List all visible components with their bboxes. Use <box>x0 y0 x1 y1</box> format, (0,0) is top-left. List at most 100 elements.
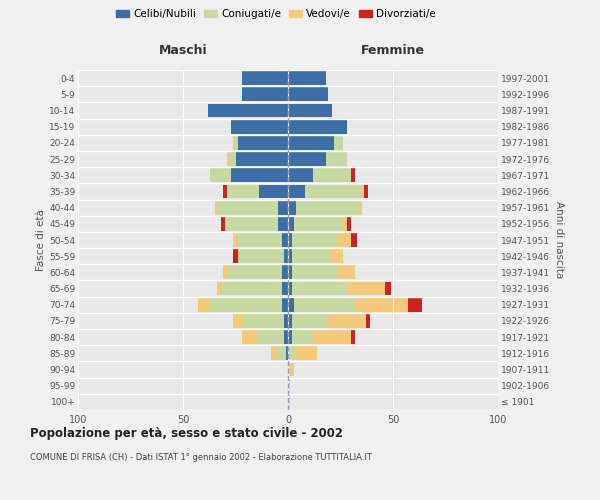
Bar <box>215 200 217 214</box>
Bar <box>288 346 296 360</box>
Bar <box>288 379 290 392</box>
Bar <box>217 282 221 296</box>
Bar <box>217 200 277 214</box>
Bar <box>271 346 277 360</box>
Bar <box>232 120 288 134</box>
Bar <box>221 282 282 296</box>
Legend: Celibi/Nubili, Coniugati/e, Vedovi/e, Divorziati/e: Celibi/Nubili, Coniugati/e, Vedovi/e, Di… <box>112 5 440 24</box>
Bar <box>288 136 334 149</box>
Bar <box>233 314 244 328</box>
Bar <box>313 168 351 182</box>
Bar <box>288 88 328 101</box>
Bar <box>288 330 292 344</box>
Bar <box>242 71 288 85</box>
Bar <box>233 233 238 247</box>
Bar <box>288 250 292 263</box>
Bar <box>288 362 295 376</box>
Bar <box>288 282 292 296</box>
Bar <box>296 346 317 360</box>
Bar <box>210 298 282 312</box>
Bar <box>277 217 288 230</box>
Bar <box>277 200 288 214</box>
Bar <box>408 298 422 312</box>
Bar <box>292 233 338 247</box>
Bar <box>338 266 355 280</box>
Bar <box>313 330 351 344</box>
Bar <box>235 152 288 166</box>
Bar <box>223 266 227 280</box>
Bar <box>223 184 227 198</box>
Bar <box>238 250 240 263</box>
Bar <box>288 217 295 230</box>
Bar <box>257 330 284 344</box>
Bar <box>359 200 362 214</box>
Bar <box>244 314 284 328</box>
Bar <box>227 152 229 166</box>
Bar <box>227 184 259 198</box>
Bar <box>238 233 282 247</box>
Bar <box>292 250 330 263</box>
Bar <box>282 266 288 280</box>
Bar <box>288 233 292 247</box>
Bar <box>361 184 364 198</box>
Bar <box>282 233 288 247</box>
Bar <box>286 346 288 360</box>
Bar <box>292 314 328 328</box>
Bar <box>198 298 210 312</box>
Bar <box>210 168 232 182</box>
Bar <box>341 217 347 230</box>
Bar <box>282 282 288 296</box>
Text: Maschi: Maschi <box>158 44 208 58</box>
Bar <box>288 314 292 328</box>
Bar <box>284 330 288 344</box>
Bar <box>282 298 288 312</box>
Bar <box>288 298 295 312</box>
Bar <box>330 250 343 263</box>
Bar <box>288 168 313 182</box>
Bar <box>242 88 288 101</box>
Bar <box>385 282 391 296</box>
Bar <box>328 314 366 328</box>
Bar <box>338 233 351 247</box>
Bar <box>277 346 286 360</box>
Bar <box>284 250 288 263</box>
Bar <box>232 168 288 182</box>
Bar <box>235 136 238 149</box>
Bar <box>351 330 355 344</box>
Y-axis label: Anni di nascita: Anni di nascita <box>554 202 564 278</box>
Bar <box>240 250 284 263</box>
Text: Popolazione per età, sesso e stato civile - 2002: Popolazione per età, sesso e stato civil… <box>30 428 343 440</box>
Text: Femmine: Femmine <box>361 44 425 58</box>
Bar <box>288 200 296 214</box>
Bar <box>225 217 277 230</box>
Bar <box>288 104 332 118</box>
Bar <box>305 184 361 198</box>
Bar <box>288 71 326 85</box>
Bar <box>292 330 313 344</box>
Bar <box>288 266 292 280</box>
Bar <box>284 314 288 328</box>
Bar <box>334 136 343 149</box>
Bar <box>288 152 326 166</box>
Bar <box>295 217 341 230</box>
Y-axis label: Fasce di età: Fasce di età <box>36 209 46 271</box>
Bar <box>288 120 347 134</box>
Bar <box>227 266 282 280</box>
Bar <box>351 233 358 247</box>
Bar <box>347 217 351 230</box>
Bar <box>351 168 355 182</box>
Bar <box>229 152 235 166</box>
Bar <box>288 184 305 198</box>
Bar <box>208 104 288 118</box>
Bar <box>288 395 290 409</box>
Bar <box>233 136 235 149</box>
Bar <box>296 200 359 214</box>
Bar <box>242 330 257 344</box>
Bar <box>295 298 355 312</box>
Bar <box>364 184 368 198</box>
Bar <box>238 136 288 149</box>
Bar <box>355 298 408 312</box>
Bar <box>366 314 370 328</box>
Bar <box>292 266 338 280</box>
Bar <box>259 184 288 198</box>
